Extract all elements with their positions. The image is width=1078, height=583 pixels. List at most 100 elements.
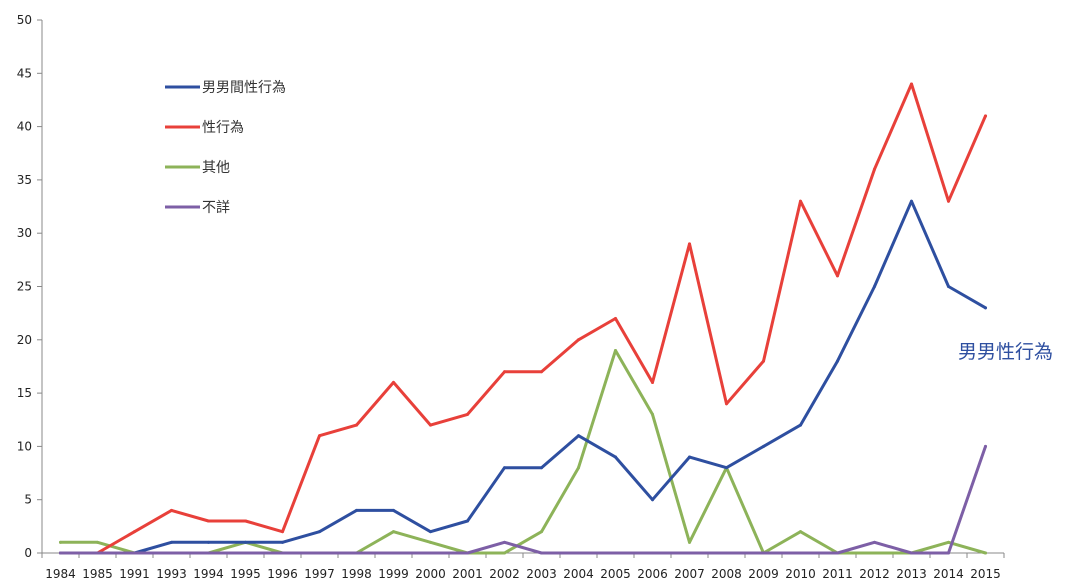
x-tick-label: 2008 [711, 567, 742, 581]
data-point [984, 114, 987, 118]
data-point [244, 519, 247, 523]
data-point [688, 455, 691, 459]
data-point [947, 540, 950, 544]
data-point [873, 551, 876, 555]
data-point [355, 551, 358, 555]
x-tick-label: 2005 [600, 567, 631, 581]
data-point [836, 551, 839, 555]
x-tick-label: 1999 [378, 567, 409, 581]
y-tick-label: 45 [17, 66, 32, 80]
data-point [318, 530, 321, 534]
data-point [540, 551, 543, 555]
data-point [688, 551, 691, 555]
x-tick-label: 2004 [563, 567, 594, 581]
x-tick-label: 1994 [193, 567, 224, 581]
data-point [244, 551, 247, 555]
y-tick-label: 30 [17, 226, 32, 240]
data-point [244, 540, 247, 544]
x-tick-label: 1984 [45, 567, 76, 581]
data-point [725, 402, 728, 406]
data-point [429, 530, 432, 534]
data-point [947, 551, 950, 555]
data-point [762, 444, 765, 448]
data-point [799, 530, 802, 534]
data-point [614, 455, 617, 459]
x-tick-label: 2013 [896, 567, 927, 581]
x-tick-label: 2003 [526, 567, 557, 581]
data-point [503, 370, 506, 374]
legend-label: 性行為 [202, 120, 244, 136]
x-tick-label: 2006 [637, 567, 668, 581]
data-point [429, 423, 432, 427]
data-point [577, 466, 580, 470]
data-point [207, 551, 210, 555]
data-point [577, 551, 580, 555]
x-axis: 1984 1985 1991 1993 1994 1995 1996 1997 1998 1999… [41, 552, 1005, 581]
data-point [984, 306, 987, 310]
x-tick-label: 2007 [674, 567, 705, 581]
x-tick-label: 1997 [304, 567, 335, 581]
data-point [762, 551, 765, 555]
legend-label: 男男間性行為 [202, 80, 286, 96]
y-tick-label: 10 [17, 439, 32, 453]
series-layer [59, 82, 987, 555]
data-point [392, 530, 395, 534]
data-point [984, 551, 987, 555]
data-point [947, 199, 950, 203]
data-point [651, 551, 654, 555]
y-tick-label: 25 [17, 280, 32, 294]
data-point [799, 423, 802, 427]
y-tick-label: 5 [24, 493, 32, 507]
data-point [466, 551, 469, 555]
annotation-label: 男男性行為 [958, 341, 1053, 363]
y-tick-label: 50 [17, 13, 32, 27]
data-point [910, 82, 913, 86]
data-point [688, 242, 691, 246]
data-point [799, 199, 802, 203]
data-point [873, 167, 876, 171]
data-point [207, 519, 210, 523]
data-point [503, 540, 506, 544]
data-point [355, 508, 358, 512]
annotation-layer: 男男性行為 [958, 341, 1053, 363]
data-point [910, 551, 913, 555]
data-point [429, 551, 432, 555]
x-tick-label: 1991 [119, 567, 150, 581]
data-point [984, 444, 987, 448]
y-tick-label: 15 [17, 386, 32, 400]
x-tick-label: 1998 [341, 567, 372, 581]
x-tick-label: 2012 [859, 567, 890, 581]
data-point [355, 423, 358, 427]
data-point [207, 540, 210, 544]
data-point [429, 540, 432, 544]
x-tick-label: 2010 [785, 567, 816, 581]
data-point [836, 274, 839, 278]
data-point [281, 530, 284, 534]
y-tick-label: 35 [17, 173, 32, 187]
data-point [614, 316, 617, 320]
y-tick-label: 20 [17, 333, 32, 347]
data-point [466, 412, 469, 416]
x-tick-label: 2001 [452, 567, 483, 581]
series-line-3 [59, 444, 987, 555]
x-tick-label: 2009 [748, 567, 779, 581]
data-point [170, 508, 173, 512]
data-point [910, 199, 913, 203]
data-point [873, 285, 876, 288]
data-point [466, 519, 469, 523]
legend-label: 其他 [202, 160, 230, 176]
data-point [614, 551, 617, 555]
x-tick-label: 1985 [82, 567, 113, 581]
y-tick-label: 0 [24, 546, 32, 560]
data-point [614, 348, 617, 352]
data-point [392, 508, 395, 512]
data-point [281, 540, 284, 544]
x-tick-label: 2000 [415, 567, 446, 581]
series-line-0 [59, 199, 987, 555]
data-point [318, 551, 321, 555]
data-point [540, 370, 543, 374]
data-point [392, 380, 395, 384]
data-point [170, 540, 173, 544]
